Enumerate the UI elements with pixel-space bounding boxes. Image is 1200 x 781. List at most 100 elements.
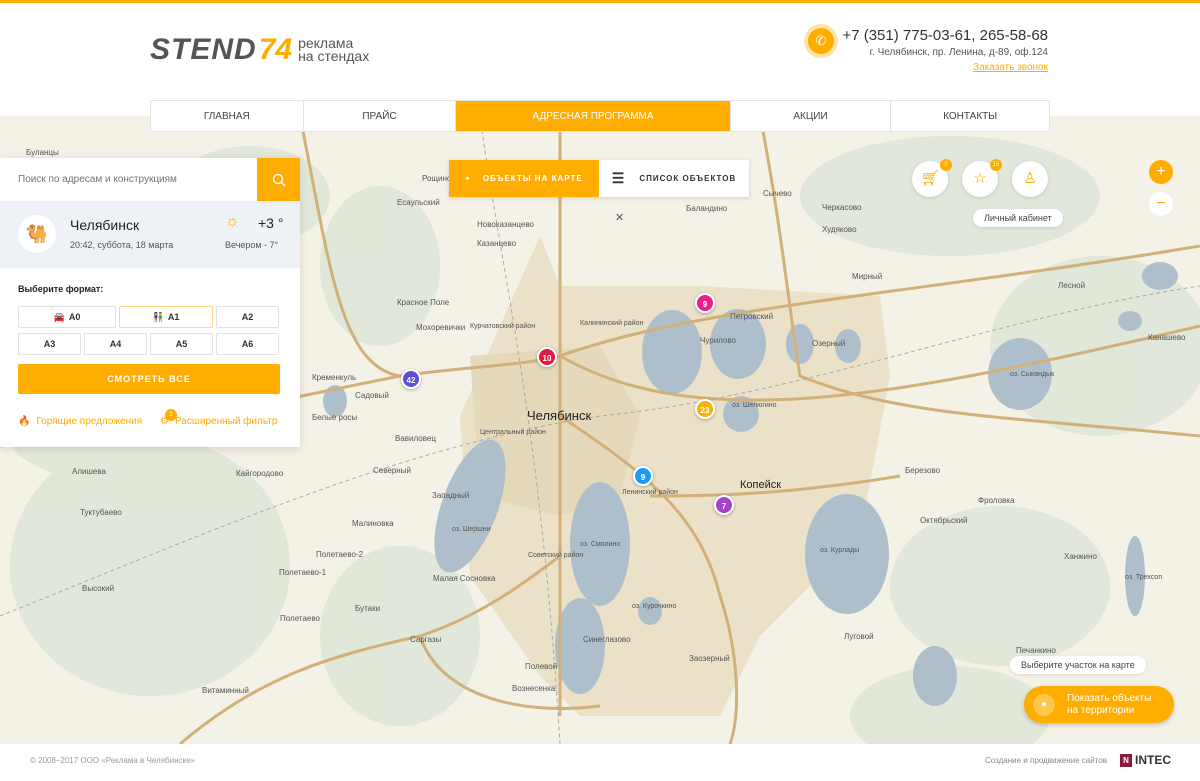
nav-item-contacts[interactable]: КОНТАКТЫ (943, 110, 998, 122)
nav-item-promotions[interactable]: АКЦИИ (731, 101, 892, 131)
format-a5-button[interactable]: A5 (150, 333, 213, 355)
search-button[interactable] (257, 158, 300, 201)
header: STEND 74 реклама на стендах ✆ +7 (351) 77… (0, 3, 1200, 116)
place-label: Туктубаево (80, 508, 122, 517)
place-label: Советский район (528, 552, 584, 559)
place-label: Рощино (422, 174, 452, 183)
place-label: Садовый (355, 391, 389, 400)
intec-logo[interactable]: N INTEC (1120, 753, 1171, 767)
close-icon[interactable]: ✕ (615, 212, 625, 224)
map-pin-icon: ⌖ (465, 173, 471, 183)
nav-item-home[interactable]: ГЛАВНАЯ (151, 101, 304, 131)
see-all-button[interactable]: СМОТРЕТЬ ВСЕ (18, 364, 280, 394)
advanced-filter-link[interactable]: ⚙ 3 Расширенный фильтр (160, 409, 277, 427)
map-marker[interactable]: 9 (695, 293, 715, 313)
place-label: Лесной (1058, 281, 1086, 290)
map-marker[interactable]: 23 (695, 399, 715, 419)
place-label: Полетаево (280, 614, 320, 623)
place-label: Мохоревички (416, 323, 466, 332)
cart-icon: 🛒︎ (920, 170, 940, 187)
format-a3-button[interactable]: A3 (18, 333, 81, 355)
place-label: Баландино (686, 204, 728, 213)
objects-list-tab[interactable]: ☰ СПИСОК ОБЪЕКТОВ (599, 160, 749, 197)
place-label: Красное Поле (397, 298, 450, 307)
format-a0-button[interactable]: 🚘 A0 (18, 306, 116, 328)
main-nav: ГЛАВНАЯ ПРАЙС АДРЕСНАЯ ПРОГРАММА АКЦИИ К… (150, 100, 1050, 132)
nav-item-address-program[interactable]: АДРЕСНАЯ ПРОГРАММА (456, 101, 731, 131)
made-by-link[interactable]: Создание и продвижение сайтов (985, 756, 1107, 765)
place-label: Саргазы (410, 635, 442, 644)
place-label: Черкасово (822, 203, 862, 212)
place-label: Синеглазово (583, 635, 631, 644)
format-a1-button[interactable]: 👫 A1 (119, 306, 213, 328)
cart-button[interactable]: 🛒︎ 0 (912, 159, 952, 197)
search-panel: 🐫 Челябинск 20:42, суббота, 18 марта ☼ +… (0, 158, 300, 447)
place-label: Ханжино (1064, 552, 1097, 561)
user-icon: ♙ (1023, 170, 1037, 187)
place-label: Есаульский (397, 198, 440, 207)
star-icon: ☆ (973, 170, 987, 187)
favorites-button[interactable]: ☆ 15 (962, 159, 1002, 197)
menu-icon: ☰ (611, 170, 626, 186)
hot-offers-link[interactable]: 🔥 Горящие предложения (18, 416, 143, 427)
account-button[interactable]: ♙ (1012, 161, 1048, 197)
place-label: Алишева (72, 467, 106, 476)
logo[interactable]: STEND 74 реклама на стендах (150, 33, 369, 67)
place-label: Ленинский район (622, 489, 678, 496)
place-label: Фроловка (978, 496, 1015, 505)
place-label: Чурилово (700, 336, 736, 345)
camel-icon: 🐫 (18, 215, 56, 253)
objects-on-map-tab[interactable]: ⌖ ОБЪЕКТЫ НА КАРТЕ (449, 160, 599, 197)
place-label: Печанкино (1016, 646, 1056, 655)
place-label: оз. Сыкандык (1010, 371, 1055, 378)
place-label: Худяково (822, 225, 857, 234)
place-label: Западный (432, 491, 470, 500)
place-label: Петровский (730, 312, 774, 321)
car-icon: 🚘 (53, 311, 65, 322)
place-label: Новоказанцево (477, 220, 534, 229)
address: г. Челябинск, пр. Ленина, д-89, оф.124 (869, 47, 1048, 58)
place-label: Канашево (1148, 333, 1186, 342)
search-bar (0, 158, 300, 201)
filter-icon: ⚙ 3 (160, 409, 177, 427)
city-name: Челябинск (70, 217, 140, 233)
footer: © 2008–2017 ООО «Реклама в Челябинске» С… (0, 744, 1200, 781)
place-label: Витаминный (202, 686, 249, 695)
show-objects-button[interactable]: ● Показать объекты на территории (1024, 686, 1174, 723)
place-label: Полетаево-1 (279, 568, 327, 577)
logo-text: STEND (150, 33, 257, 66)
nav-item-price[interactable]: ПРАЙС (304, 101, 457, 131)
place-label: Сычево (763, 189, 792, 198)
format-a2-button[interactable]: A2 (216, 306, 279, 328)
zoom-in-button[interactable]: + (1149, 160, 1173, 184)
place-label: оз. Курлады (820, 547, 860, 554)
place-label: оз. Шершни (452, 526, 491, 533)
place-label: Октябрьский (920, 516, 968, 525)
place-label: Малая Сосновка (433, 574, 496, 583)
place-label: Казанцево (477, 239, 517, 248)
format-a6-button[interactable]: A6 (216, 333, 279, 355)
map-marker[interactable]: 42 (401, 369, 421, 389)
city-label-kopeisk: Копейск (740, 479, 782, 491)
format-a4-button[interactable]: A4 (84, 333, 147, 355)
map-marker[interactable]: 9 (633, 466, 653, 486)
place-label: Вавиловец (395, 434, 436, 443)
cabinet-tooltip: Личный кабинет (973, 209, 1063, 227)
city-datetime: 20:42, суббота, 18 марта (70, 240, 174, 250)
place-label: Бутаки (355, 604, 381, 613)
city-label-chelyabinsk: Челябинск (527, 408, 592, 423)
map-marker[interactable]: 10 (537, 347, 557, 367)
place-label: оз. Смолино (580, 541, 621, 548)
map-marker[interactable]: 7 (714, 495, 734, 515)
zoom-out-button[interactable]: − (1149, 192, 1173, 216)
callback-link[interactable]: Заказать звонок (973, 62, 1048, 73)
weather-partly-cloudy-icon: ☼ (225, 213, 240, 230)
place-label: Озерный (812, 339, 846, 348)
place-label: Полетаево-2 (316, 550, 364, 559)
place-label: Луговой (844, 632, 874, 641)
place-label: Мирный (852, 272, 883, 281)
top-accent-bar (0, 0, 1200, 3)
place-label: оз. Курочкино (632, 603, 677, 610)
search-input[interactable] (0, 158, 257, 201)
search-icon (272, 173, 285, 186)
